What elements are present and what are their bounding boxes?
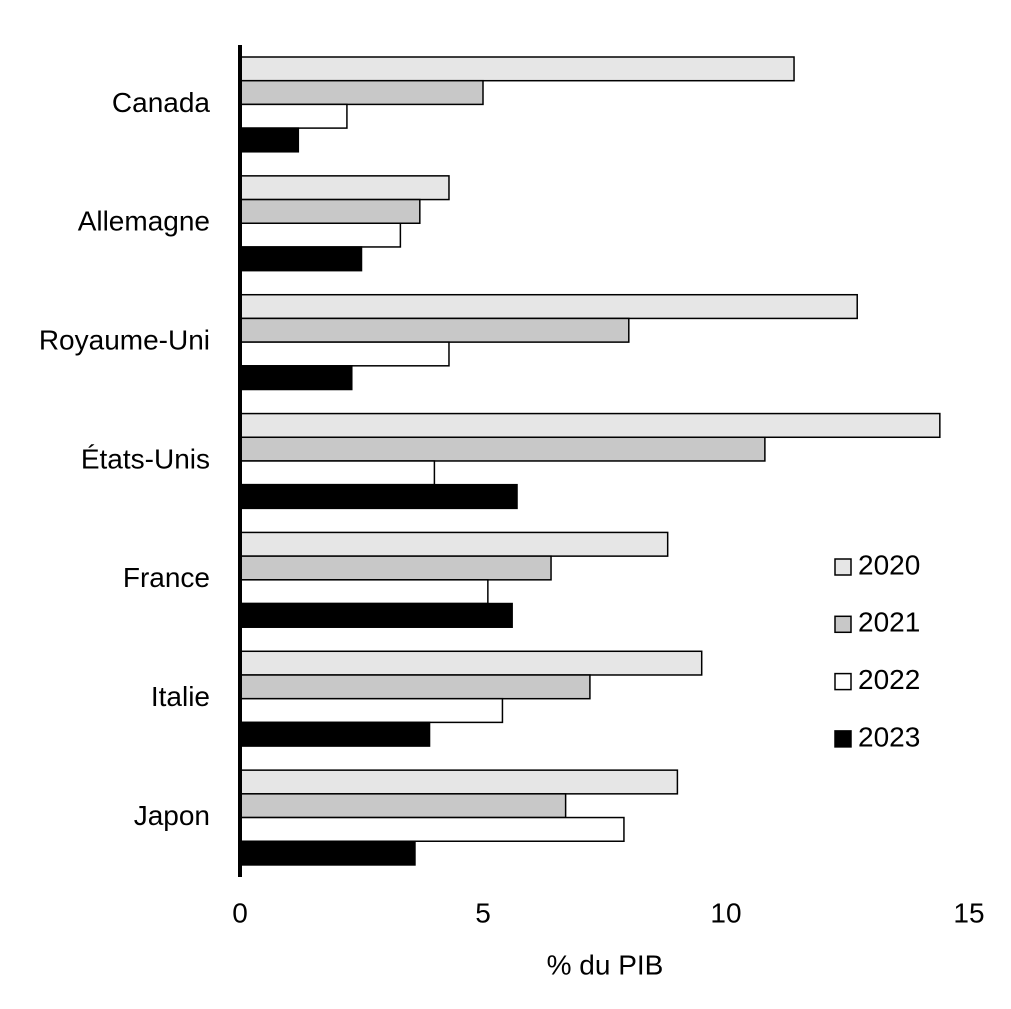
bar xyxy=(239,721,431,747)
bar xyxy=(239,674,591,700)
bar xyxy=(239,460,436,486)
legend-label: 2023 xyxy=(858,721,920,752)
x-axis-title: % du PIB xyxy=(547,949,664,980)
y-tick-label: Italie xyxy=(151,681,210,712)
legend-swatch xyxy=(834,558,852,576)
bar xyxy=(239,127,300,153)
legend-swatch xyxy=(834,615,852,634)
bar xyxy=(239,816,625,842)
bar xyxy=(239,769,679,795)
bar xyxy=(239,222,402,248)
bar xyxy=(239,436,766,462)
legend-label: 2020 xyxy=(858,549,920,580)
y-tick-label: Canada xyxy=(112,87,211,118)
legend-label: 2021 xyxy=(858,607,920,638)
bar xyxy=(239,697,504,724)
x-tick-label: 0 xyxy=(232,897,248,928)
legend-swatch xyxy=(834,672,852,691)
y-tick-label: Royaume-Uni xyxy=(39,325,210,356)
bar xyxy=(239,531,669,557)
bar xyxy=(239,198,421,225)
bar xyxy=(239,175,450,201)
bar xyxy=(239,293,858,320)
y-tick-label: Japon xyxy=(134,800,210,831)
legend-swatch xyxy=(834,730,852,748)
bar xyxy=(239,246,363,272)
bar xyxy=(239,602,513,628)
x-tick-label: 15 xyxy=(953,897,984,928)
bar xyxy=(239,555,552,581)
y-tick-label: Allemagne xyxy=(78,206,210,237)
bar xyxy=(239,483,518,510)
bar xyxy=(239,650,703,676)
bar xyxy=(239,341,450,367)
bar xyxy=(239,365,353,391)
bar xyxy=(239,793,567,819)
bar xyxy=(239,56,795,82)
legend-label: 2022 xyxy=(858,664,920,695)
bar xyxy=(239,579,489,605)
y-tick-label: France xyxy=(123,562,210,593)
bar xyxy=(239,840,416,866)
bar xyxy=(239,317,630,343)
bar xyxy=(239,103,348,129)
bar xyxy=(239,412,941,439)
y-tick-label: États-Unis xyxy=(81,443,210,474)
x-tick-label: 5 xyxy=(475,897,491,928)
x-tick-label: 10 xyxy=(710,897,741,928)
bar xyxy=(239,79,484,106)
